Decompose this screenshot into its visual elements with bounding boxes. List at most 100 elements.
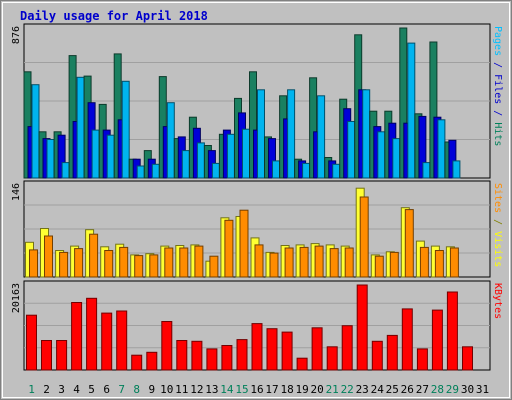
- bar-sites-day-19: [299, 246, 309, 278]
- bar-kbytes-day-24: [371, 340, 383, 371]
- bar-kbytes-day-13: [206, 348, 218, 371]
- x-tick-label: 27: [416, 383, 429, 396]
- bar-pages-day-21: [332, 163, 341, 179]
- panel-hits-files-pages: 876 Pages / Files / Hits: [11, 23, 503, 179]
- series-legend: Pages / Files / Hits: [492, 26, 503, 146]
- x-tick-label: 24: [371, 383, 385, 396]
- bar-pages-day-26: [407, 42, 416, 179]
- bar-sites-day-27: [419, 246, 429, 278]
- bar-kbytes-day-27: [416, 348, 428, 371]
- x-tick-label: 22: [341, 383, 354, 396]
- bar-sites-day-1: [29, 249, 38, 278]
- x-tick-label: 3: [58, 383, 65, 396]
- bar-pages-day-29: [452, 160, 461, 179]
- bar-sites-day-7: [119, 246, 129, 278]
- x-tick-label: 19: [295, 383, 308, 396]
- bar-kbytes-day-22: [341, 325, 353, 371]
- bar-kbytes-day-8: [131, 354, 143, 371]
- y-max-label: 876: [11, 26, 22, 44]
- x-tick-label: 29: [446, 383, 459, 396]
- bar-sites-day-26: [404, 209, 414, 278]
- bar-pages-day-28: [437, 119, 446, 179]
- bar-pages-day-18: [287, 89, 296, 179]
- x-tick-label: 2: [43, 383, 50, 396]
- bar-sites-day-25: [389, 251, 399, 278]
- legend-entry: Files: [492, 74, 503, 104]
- bar-pages-day-14: [226, 133, 235, 179]
- bar-pages-day-11: [181, 150, 190, 179]
- x-tick-label: 31: [476, 383, 489, 396]
- bar-sites-day-2: [44, 235, 53, 278]
- legend-entry: /: [492, 213, 503, 231]
- chart-title: Daily usage for April 2018: [20, 9, 208, 23]
- bar-kbytes-day-25: [386, 334, 398, 371]
- bar-kbytes-day-5: [86, 297, 98, 371]
- bar-kbytes-day-2: [41, 340, 52, 371]
- bar-kbytes-day-20: [311, 327, 323, 371]
- legend-entry: Sites: [492, 183, 503, 213]
- bar-sites-day-11: [179, 247, 189, 278]
- bar-pages-day-7: [121, 80, 130, 179]
- bar-sites-day-10: [164, 247, 174, 278]
- x-tick-label: 20: [310, 383, 323, 396]
- bar-sites-day-14: [224, 219, 234, 278]
- x-tick-label: 13: [205, 383, 218, 396]
- bar-pages-day-20: [317, 95, 326, 179]
- bar-kbytes-day-1: [26, 314, 37, 371]
- x-tick-label: 5: [88, 383, 95, 396]
- legend-entry: /: [492, 104, 503, 122]
- x-tick-label: 15: [235, 383, 248, 396]
- bar-sites-day-4: [74, 248, 84, 278]
- bar-kbytes-day-9: [146, 351, 158, 371]
- bar-sites-day-21: [329, 248, 339, 278]
- legend-entry: Pages: [492, 26, 503, 56]
- bar-sites-day-17: [269, 252, 279, 278]
- x-tick-label: 28: [431, 383, 444, 396]
- x-tick-label: 6: [103, 383, 110, 396]
- bar-kbytes-day-26: [401, 308, 413, 371]
- bar-pages-day-6: [106, 134, 115, 179]
- series-legend: KBytes: [492, 283, 503, 319]
- bar-sites-day-9: [149, 254, 159, 278]
- x-tick-label: 10: [160, 383, 173, 396]
- x-axis-day-labels: 1 2 3 4 5 6 7 8 9 10 11 12 13 14 15 16 17 18 19 20 21 22 23 24 2…: [28, 383, 489, 396]
- bar-kbytes-day-30: [462, 346, 473, 371]
- legend-entry: KBytes: [492, 283, 503, 319]
- bar-kbytes-day-7: [116, 310, 128, 371]
- bar-sites-day-20: [314, 245, 324, 278]
- bar-kbytes-day-16: [251, 323, 263, 371]
- panel-kbytes: 20163 KBytes: [11, 280, 503, 371]
- x-tick-label: 12: [190, 383, 203, 396]
- legend-entry: Hits: [492, 122, 503, 146]
- bar-kbytes-day-3: [56, 340, 68, 371]
- x-tick-label: 14: [220, 383, 234, 396]
- x-tick-label: 7: [118, 383, 125, 396]
- bar-pages-day-3: [61, 162, 70, 179]
- bar-sites-day-3: [59, 251, 69, 278]
- bar-sites-day-5: [89, 233, 99, 278]
- x-tick-label: 25: [386, 383, 399, 396]
- legend-entry: /: [492, 56, 503, 74]
- bar-pages-day-5: [91, 129, 100, 179]
- x-tick-label: 4: [73, 383, 80, 396]
- bar-kbytes-day-11: [176, 340, 188, 371]
- bar-sites-day-23: [359, 196, 369, 278]
- bar-pages-day-13: [211, 162, 220, 179]
- bar-pages-day-24: [377, 131, 386, 179]
- y-max-label: 146: [11, 183, 22, 201]
- bar-pages-day-4: [76, 76, 85, 179]
- bar-kbytes-day-28: [431, 309, 443, 371]
- bar-sites-day-18: [284, 247, 294, 278]
- x-tick-label: 9: [148, 383, 155, 396]
- bar-pages-day-15: [242, 128, 250, 179]
- x-tick-label: 30: [461, 383, 474, 396]
- bar-pages-day-25: [392, 138, 401, 179]
- bar-pages-day-16: [257, 89, 265, 179]
- bar-kbytes-day-18: [281, 331, 293, 371]
- x-tick-label: 8: [133, 383, 140, 396]
- bar-sites-day-8: [134, 255, 144, 278]
- x-tick-label: 17: [265, 383, 278, 396]
